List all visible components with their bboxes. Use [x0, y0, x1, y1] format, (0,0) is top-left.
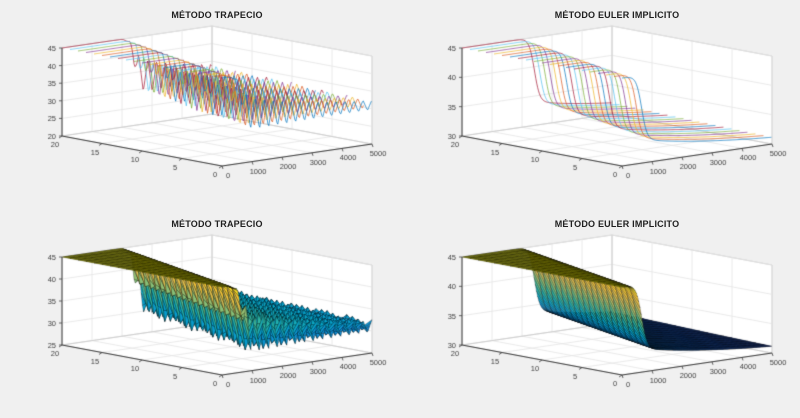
- subplot-trapecio-surface: MÉTODO TRAPECIO: [0, 209, 400, 418]
- subplot-trapecio-lines: MÉTODO TRAPECIO: [0, 0, 400, 209]
- chart-title-euler-surface: MÉTODO EULER IMPLICITO: [554, 219, 680, 229]
- plot-canvas-trapecio-lines: [0, 0, 400, 209]
- chart-title-trapecio-surface: MÉTODO TRAPECIO: [171, 219, 263, 229]
- subplot-euler-surface: MÉTODO EULER IMPLICITO: [400, 209, 800, 418]
- chart-title-trapecio-lines: MÉTODO TRAPECIO: [171, 10, 263, 20]
- subplot-euler-lines: MÉTODO EULER IMPLICITO: [400, 0, 800, 209]
- plot-canvas-euler-lines: [400, 0, 800, 209]
- plot-canvas-trapecio-surface: [0, 209, 400, 418]
- plot-canvas-euler-surface: [400, 209, 800, 418]
- chart-title-euler-lines: MÉTODO EULER IMPLICITO: [554, 10, 680, 20]
